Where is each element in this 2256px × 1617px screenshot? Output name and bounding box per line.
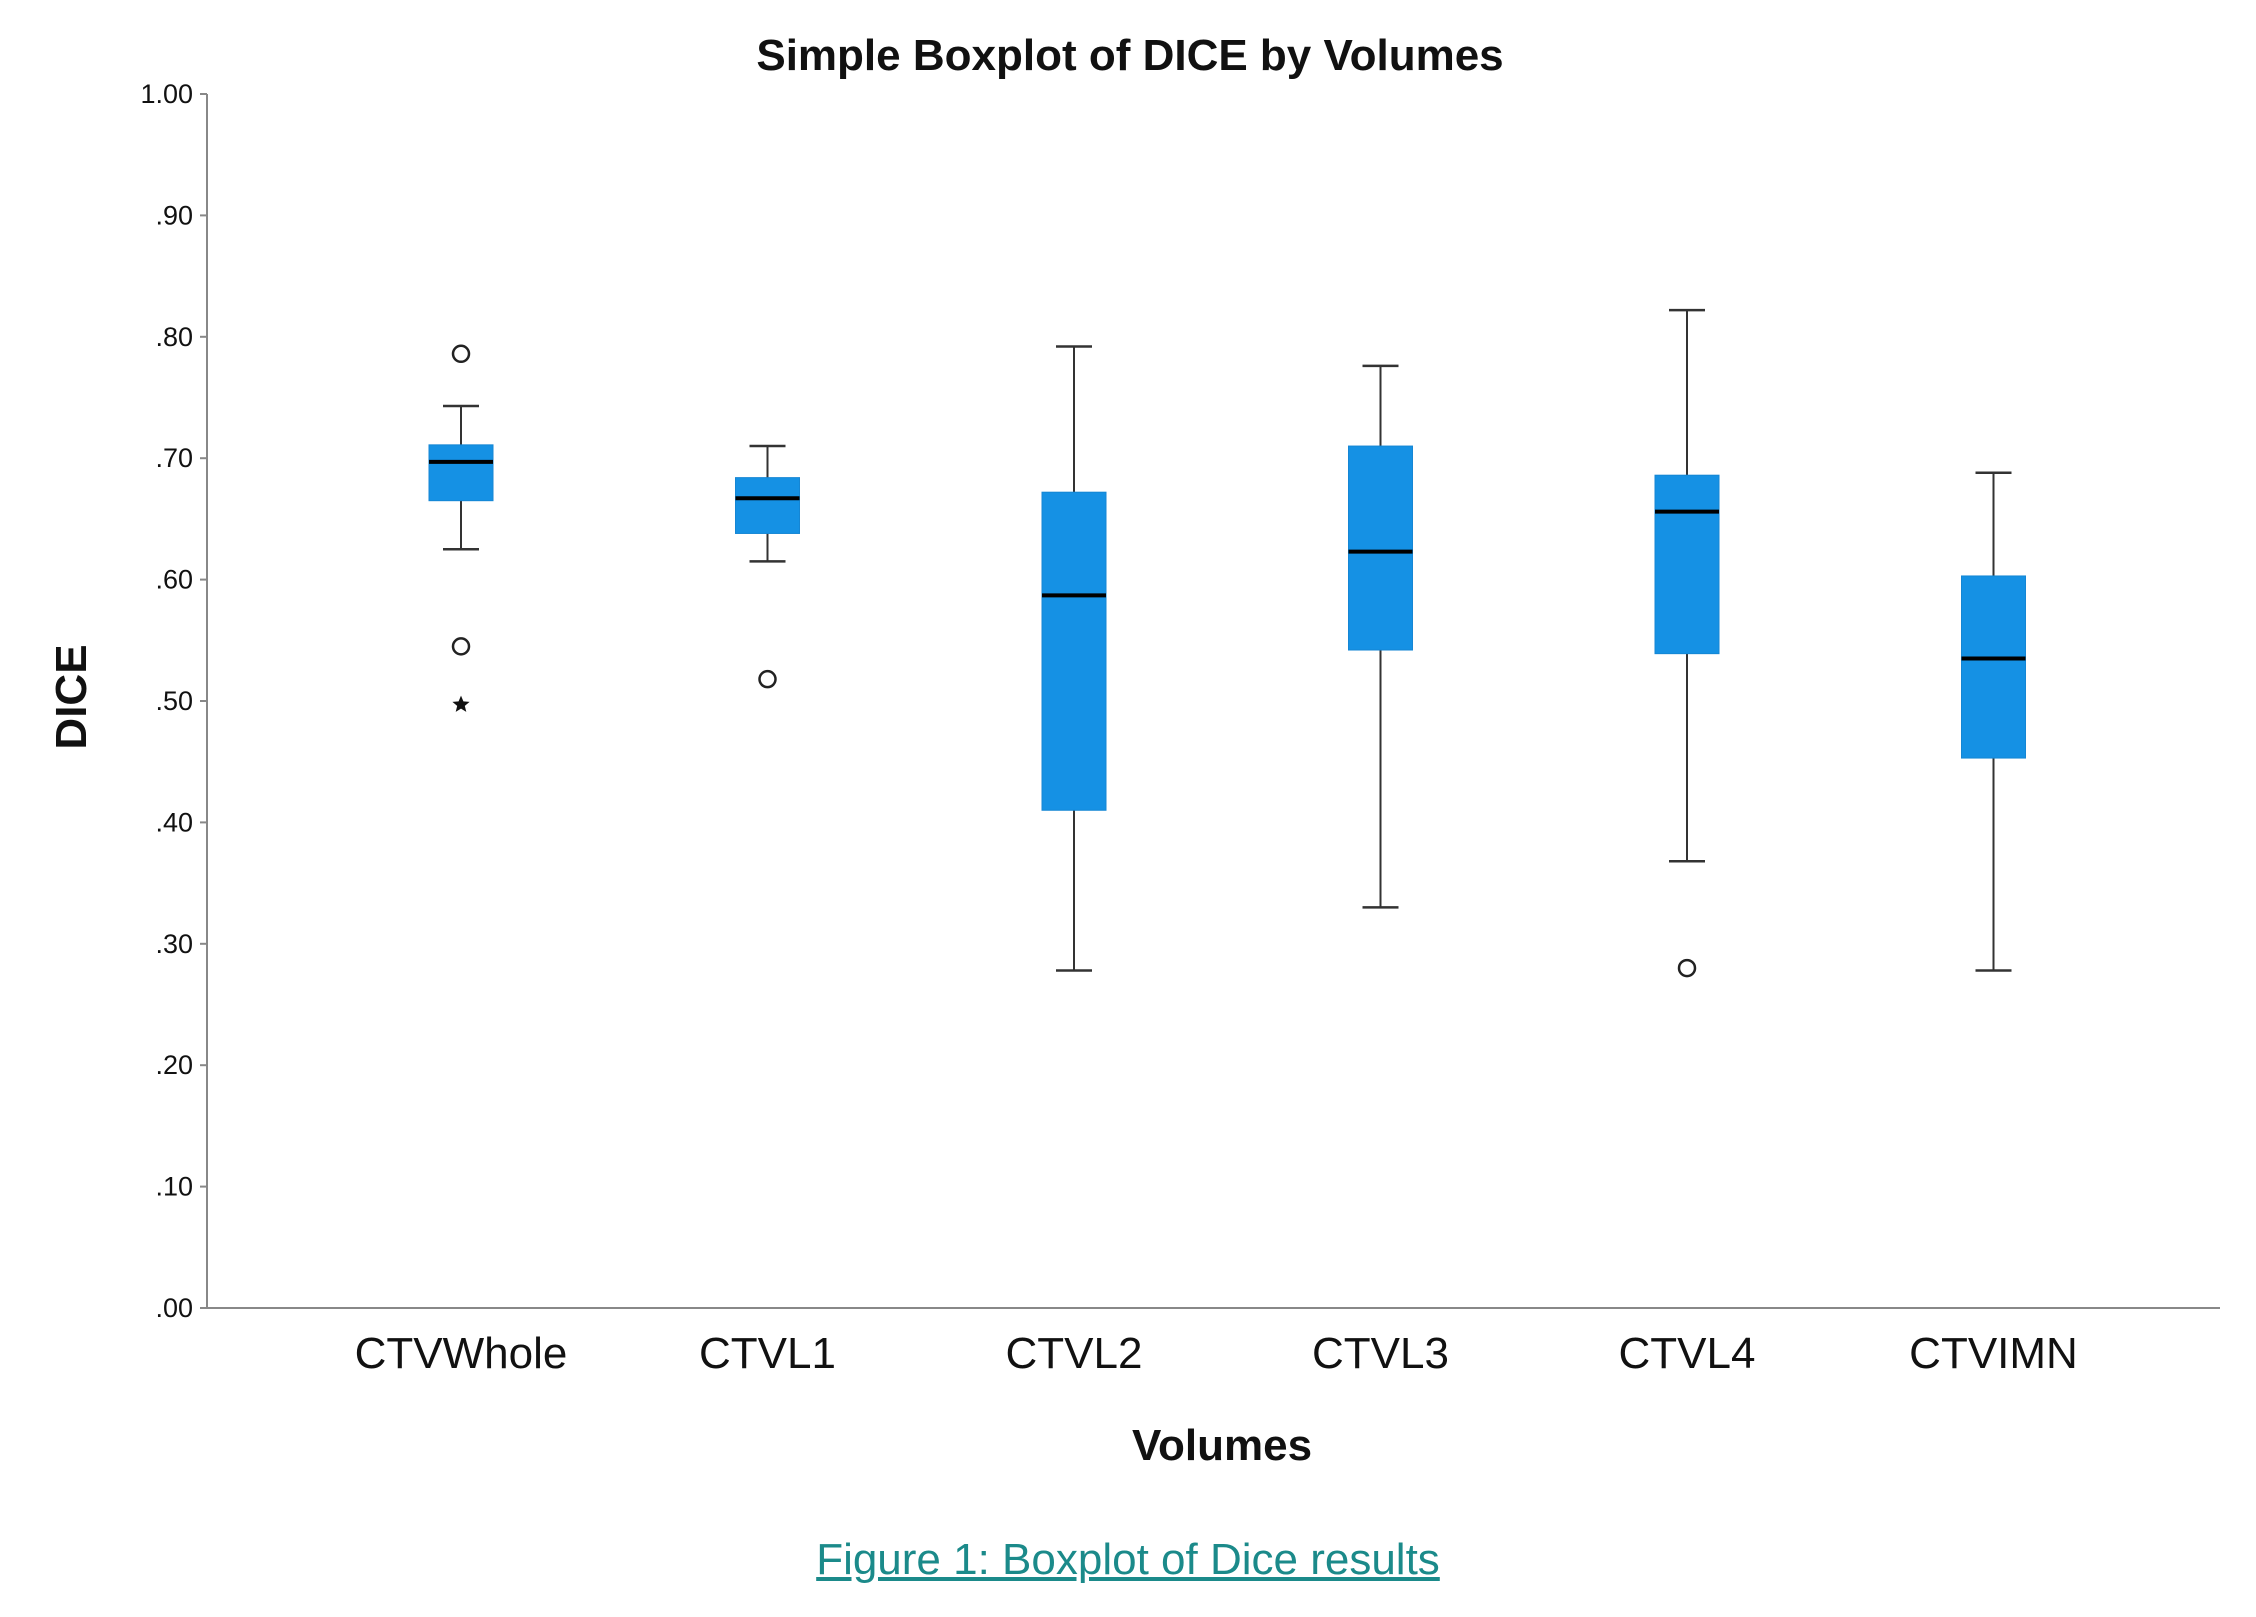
y-tick-label: .20 xyxy=(155,1050,193,1080)
iqr-box xyxy=(1961,575,2026,759)
box-ctvwhole xyxy=(428,344,494,712)
y-tick-label: .90 xyxy=(155,200,193,230)
x-axis-ticks: CTVWhole CTVL1 CTVL2 CTVL3 CTVL4 CTVIMN xyxy=(355,1329,2078,1378)
y-tick-label: .50 xyxy=(155,686,193,716)
y-axis-ticks: .00 .10 .20 .30 .40 .50 .60 .70 .80 .90 1.00 xyxy=(140,79,207,1323)
y-tick-label: .70 xyxy=(155,443,193,473)
x-axis-label: Volumes xyxy=(1132,1421,1312,1470)
iqr-box xyxy=(428,444,494,502)
y-tick-label: .80 xyxy=(155,322,193,352)
x-tick-label: CTVL3 xyxy=(1312,1329,1449,1378)
outlier-point xyxy=(451,637,471,656)
x-tick-label: CTVL1 xyxy=(699,1329,836,1378)
y-tick-label: 1.00 xyxy=(140,79,193,109)
y-tick-label: .30 xyxy=(155,929,193,959)
box-ctvimn xyxy=(1961,471,2026,972)
box-ctvl1 xyxy=(735,444,800,689)
x-tick-label: CTVIMN xyxy=(1909,1329,2078,1378)
chart-title: Simple Boxplot of DICE by Volumes xyxy=(756,31,1503,80)
outlier-point xyxy=(758,669,777,689)
outlier-point xyxy=(1677,958,1697,978)
y-tick-label: .60 xyxy=(155,565,193,595)
box-ctvl2 xyxy=(1041,345,1107,972)
extreme-point xyxy=(452,695,470,712)
iqr-box xyxy=(735,477,800,534)
y-axis-label: DICE xyxy=(47,644,96,749)
box-ctvl4 xyxy=(1654,308,1720,978)
x-tick-label: CTVL2 xyxy=(1006,1329,1143,1378)
y-tick-label: .40 xyxy=(155,807,193,837)
iqr-box xyxy=(1041,491,1107,811)
boxes xyxy=(428,308,2026,978)
iqr-box xyxy=(1348,445,1413,651)
x-tick-label: CTVL4 xyxy=(1619,1329,1756,1378)
y-tick-label: .10 xyxy=(155,1172,193,1202)
figure-caption: Figure 1: Boxplot of Dice results xyxy=(0,1535,2256,1585)
axes xyxy=(206,94,2220,1309)
y-tick-label: .00 xyxy=(155,1293,193,1323)
figure-caption-text: Figure 1: Boxplot of Dice results xyxy=(816,1535,1440,1584)
outlier-point xyxy=(451,344,471,364)
x-tick-label: CTVWhole xyxy=(355,1329,568,1378)
box-ctvl3 xyxy=(1348,364,1413,909)
iqr-box xyxy=(1654,474,1720,655)
